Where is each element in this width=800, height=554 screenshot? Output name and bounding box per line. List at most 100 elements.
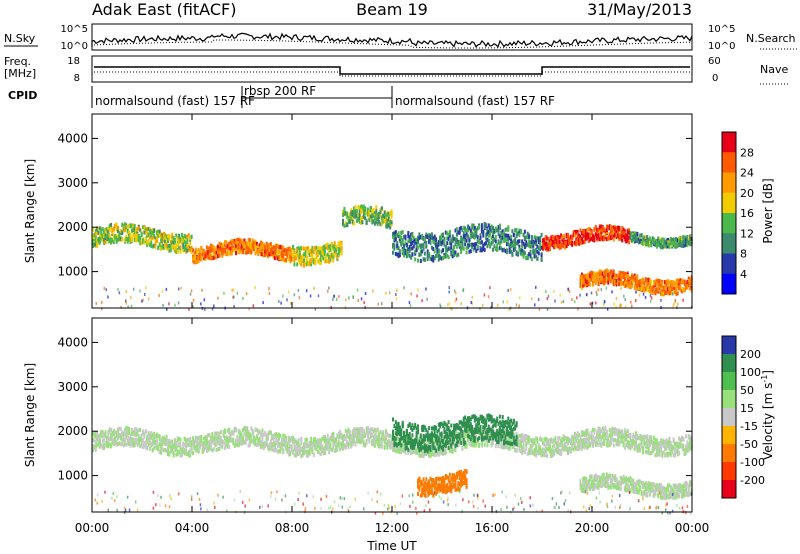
echo-cell <box>130 223 133 228</box>
echo-cell <box>605 230 608 235</box>
echo-cell <box>511 243 514 248</box>
echo-cell <box>248 432 251 437</box>
echo-cell <box>239 433 242 438</box>
echo-cell <box>486 237 489 242</box>
echo-cell <box>353 214 356 219</box>
echo-cell <box>205 444 208 449</box>
echo-cell <box>453 253 456 258</box>
echo-cell <box>403 447 406 452</box>
echo-cell <box>255 434 258 439</box>
echo-cell <box>650 290 653 295</box>
echo-cell <box>635 231 638 236</box>
echo-cell <box>367 431 369 436</box>
echo-cell <box>269 244 272 249</box>
echo-cell <box>557 237 560 242</box>
echo-cell <box>601 235 604 240</box>
echo-cell <box>479 235 482 240</box>
echo-cell <box>583 231 586 236</box>
echo-cell <box>210 253 213 258</box>
echo-cell <box>419 234 422 239</box>
scatter-cell <box>363 301 365 305</box>
echo-cell <box>382 437 385 442</box>
echo-cell <box>432 239 435 244</box>
echo-cell <box>598 279 601 284</box>
echo-cell <box>378 444 381 448</box>
echo-cell <box>96 238 99 243</box>
echo-cell <box>397 437 400 442</box>
echo-cell <box>142 443 144 448</box>
echo-cell <box>258 246 261 251</box>
echo-cell <box>365 431 368 436</box>
echo-cell <box>293 258 296 263</box>
echo-cell <box>558 240 561 244</box>
echo-cell <box>410 232 413 237</box>
echo-cell <box>94 232 97 237</box>
echo-cell <box>289 437 292 442</box>
echo-cell <box>229 437 232 442</box>
scatter-cell <box>518 304 520 308</box>
echo-cell <box>660 280 663 284</box>
echo-cell <box>657 278 660 283</box>
echo-cell <box>107 444 110 449</box>
echo-cell <box>233 246 236 250</box>
echo-cell <box>176 249 179 254</box>
echo-cell <box>308 440 311 445</box>
echo-cell <box>111 238 114 243</box>
echo-cell <box>198 252 201 257</box>
echo-cell <box>392 442 394 447</box>
echo-cell <box>450 449 453 454</box>
scatter-cell <box>538 307 541 311</box>
scatter-cell <box>174 303 176 307</box>
echo-cell <box>279 441 282 446</box>
echo-cell <box>135 427 138 432</box>
echo-cell <box>228 427 231 432</box>
echo-cell <box>396 252 399 257</box>
echo-cell <box>393 234 396 238</box>
echo-cell <box>660 244 663 249</box>
echo-cell <box>543 245 546 250</box>
scatter-cell <box>332 298 334 301</box>
echo-cell <box>115 236 118 241</box>
echo-cell <box>521 244 524 249</box>
echo-cell <box>589 271 592 276</box>
echo-cell <box>528 234 531 239</box>
echo-cell <box>353 209 356 214</box>
echo-cell <box>494 246 497 251</box>
echo-cell <box>285 444 288 449</box>
echo-cell <box>683 239 686 244</box>
echo-cell <box>296 248 299 253</box>
echo-cell <box>340 432 343 437</box>
echo-cell <box>150 229 153 233</box>
echo-cell <box>590 270 593 275</box>
colorbar-tick-label: 12 <box>740 227 754 240</box>
echo-cell <box>596 274 599 279</box>
echo-cell <box>355 427 358 432</box>
echo-cell <box>165 234 168 239</box>
echo-cell <box>373 211 376 216</box>
echo-cell <box>407 247 410 252</box>
echo-cell <box>385 214 388 219</box>
echo-cell <box>501 229 504 234</box>
echo-cell <box>228 439 231 443</box>
echo-cell <box>628 284 631 289</box>
echo-cell <box>357 212 360 217</box>
echo-cell <box>433 234 436 239</box>
echo-cell <box>672 280 675 285</box>
echo-cell <box>355 209 358 214</box>
echo-cell <box>371 441 374 446</box>
echo-cell <box>621 281 624 286</box>
echo-cell <box>332 252 335 257</box>
scatter-cell <box>417 288 419 292</box>
echo-cell <box>628 240 631 245</box>
echo-cell <box>219 438 222 443</box>
echo-cell <box>657 236 660 241</box>
echo-cell <box>230 251 233 256</box>
echo-cell <box>318 248 321 253</box>
echo-cell <box>661 281 664 286</box>
echo-cell <box>140 232 143 237</box>
echo-cell <box>383 445 386 450</box>
echo-cell <box>480 229 483 234</box>
echo-cell <box>143 240 146 245</box>
colorbar-swatch <box>722 213 736 234</box>
echo-cell <box>605 277 608 282</box>
